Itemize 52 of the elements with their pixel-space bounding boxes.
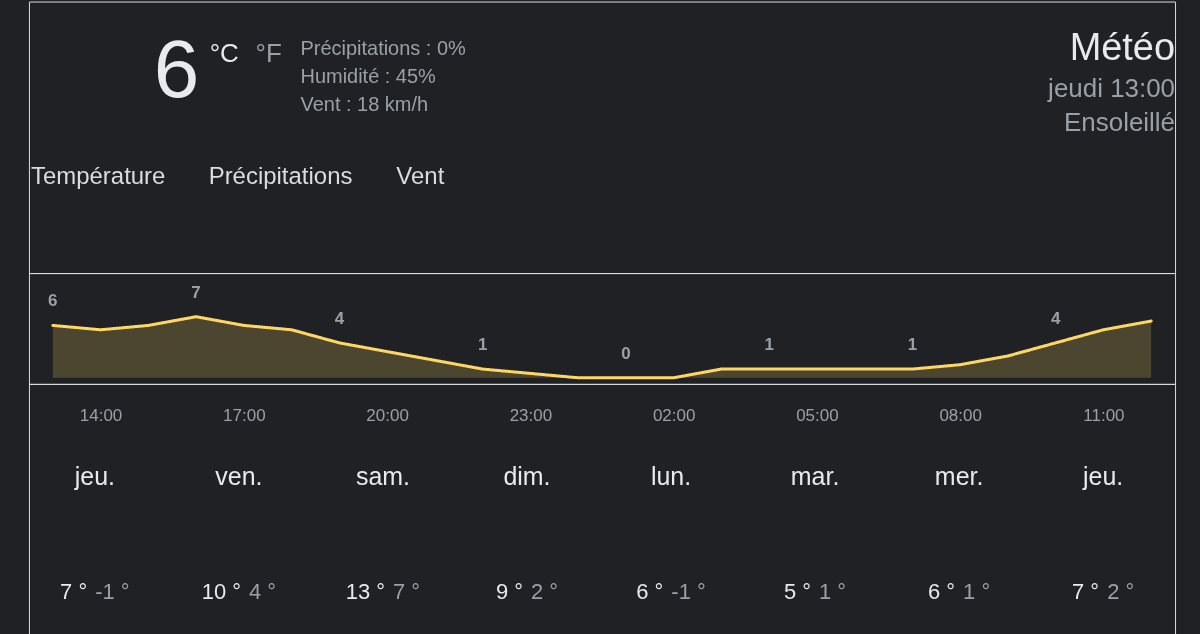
x-tick-label: 02:00: [652, 406, 696, 426]
data-label: 1 °: [963, 578, 991, 604]
data-label: 7 °: [60, 578, 88, 604]
data-label: 2 °: [1107, 578, 1135, 604]
x-tick-label: 17:00: [223, 406, 266, 426]
category-label: sam.: [355, 461, 410, 490]
category-label: jeu.: [73, 461, 115, 490]
x-tick-label: 05:00: [796, 406, 839, 426]
data-label: 6: [48, 291, 58, 311]
data-label: 2 °: [530, 578, 559, 604]
text: Température: [30, 162, 166, 190]
x-tick-label: 08:00: [939, 406, 982, 426]
data-label: -1 °: [671, 578, 706, 604]
text: Ensoleillé: [1064, 108, 1176, 137]
data-label: 4: [334, 308, 345, 328]
text: Vent: [396, 162, 445, 190]
category-label: lun.: [650, 461, 692, 490]
text: °C: [209, 39, 239, 68]
data-label: 4: [1050, 308, 1061, 328]
text: 6: [153, 23, 200, 115]
data-label: -1 °: [95, 578, 130, 604]
data-label: 1: [907, 335, 918, 355]
x-tick-label: 20:00: [366, 406, 409, 426]
x-tick-label: 14:00: [79, 406, 123, 426]
category-label: ven.: [215, 461, 263, 490]
data-label: 6 °: [636, 578, 664, 604]
text: Vent : 18 km/h: [300, 93, 429, 116]
data-label: 10 °: [201, 578, 241, 604]
data-label: 0: [621, 343, 631, 363]
data-label: 13 °: [345, 578, 386, 604]
text: Humidité : 45%: [300, 65, 437, 88]
data-label: 5 °: [783, 578, 812, 604]
text: jeudi 13:00: [1047, 74, 1176, 103]
data-label: 7: [191, 282, 201, 302]
data-label: 1 °: [819, 578, 847, 604]
text: Précipitations: [208, 162, 353, 190]
data-label: 1: [477, 335, 488, 355]
text: Météo: [1069, 26, 1176, 69]
text: Précipitations : 0%: [300, 37, 466, 60]
data-label: 7 °: [393, 578, 421, 604]
category-label: mar.: [790, 461, 840, 490]
data-label: 7 °: [1072, 578, 1100, 604]
category-label: jeu.: [1082, 461, 1124, 490]
data-label: 4 °: [248, 578, 277, 604]
x-tick-label: 23:00: [509, 406, 553, 426]
category-label: dim.: [503, 461, 551, 490]
text: °F: [255, 39, 282, 68]
data-label: 9 °: [495, 578, 523, 604]
data-label: 1: [764, 335, 774, 355]
category-label: mer.: [934, 461, 984, 490]
x-tick-label: 11:00: [1083, 406, 1125, 426]
data-label: 6 °: [928, 578, 956, 604]
